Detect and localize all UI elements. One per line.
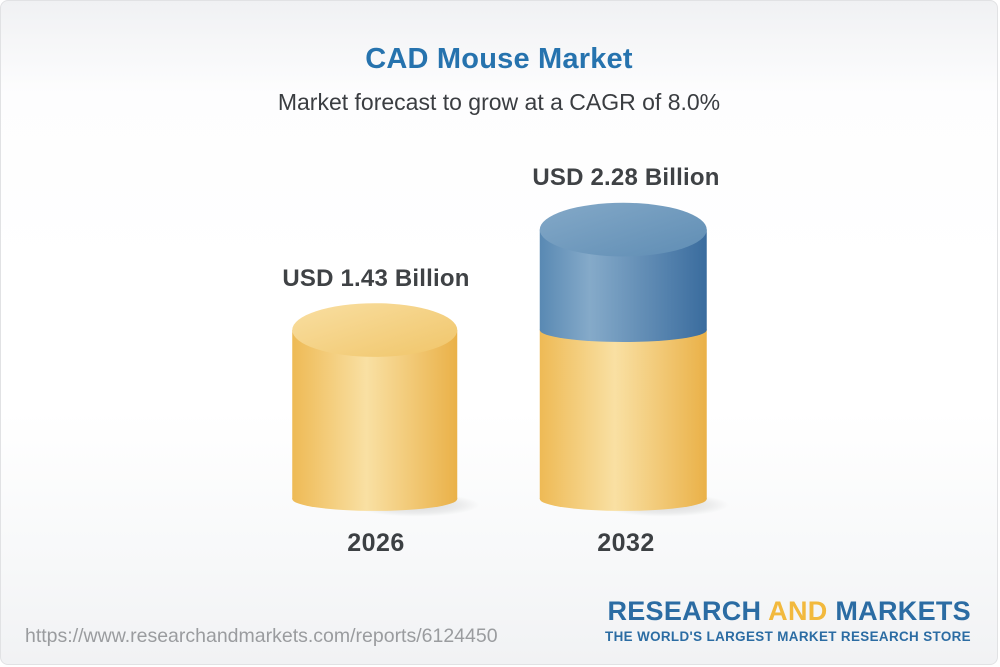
- page-subtitle: Market forecast to grow at a CAGR of 8.0…: [277, 89, 721, 115]
- page-title: CAD Mouse Market: [365, 43, 633, 75]
- research-and-markets-logo: RESEARCH AND MARKETS THE WORLD'S LARGEST…: [605, 596, 971, 644]
- logo-word-markets: MARKETS: [835, 596, 971, 626]
- logo-word-research: RESEARCH: [607, 596, 762, 626]
- bar-value-label-2032: USD 2.28 Billion: [532, 164, 720, 191]
- source-url[interactable]: https://www.researchandmarkets.com/repor…: [25, 625, 498, 647]
- bar-category-label-2026: 2026: [347, 529, 405, 557]
- bar-value-label-2026: USD 1.43 Billion: [282, 265, 470, 293]
- chart-header: CAD Mouse Market Market forecast to grow…: [1, 43, 997, 116]
- bar-category-label-2032: 2032: [597, 529, 655, 557]
- bar-2032: [539, 202, 747, 520]
- logo-wordmark: RESEARCH AND MARKETS: [605, 596, 971, 627]
- bar-2026: [292, 303, 498, 520]
- logo-word-and: AND: [768, 596, 828, 626]
- logo-tagline: THE WORLD'S LARGEST MARKET RESEARCH STOR…: [605, 628, 971, 644]
